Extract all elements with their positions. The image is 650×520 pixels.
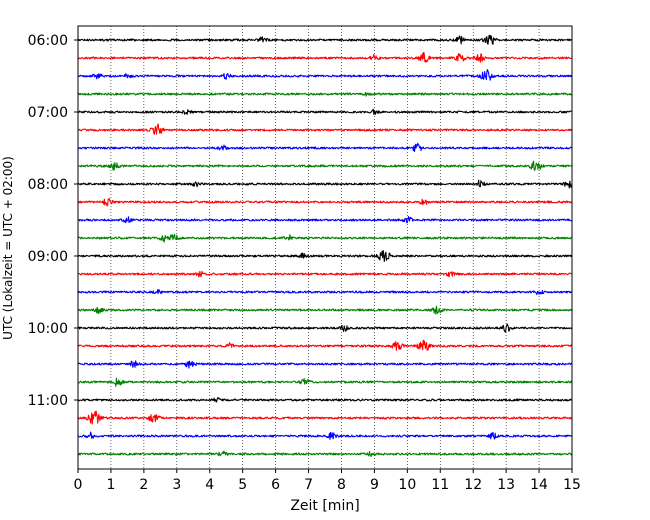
trace-0815 [77,198,573,207]
x-tick-label: 8 [337,477,346,493]
trace-0730 [77,142,573,152]
y-tick-label: 09:00 [28,249,68,265]
x-tick-label: 10 [398,477,416,493]
trace-0800 [77,179,573,189]
trace-0830 [77,216,573,224]
trace-0600 [77,34,573,45]
trace-0930 [77,289,573,296]
trace-1145 [77,450,573,458]
trace-0630 [77,69,573,81]
x-tick-label: 7 [304,477,313,493]
x-tick-label: 4 [205,477,214,493]
x-tick-label: 14 [530,477,548,493]
x-tick-label: 1 [106,477,115,493]
trace-1130 [77,431,573,440]
trace-group [77,34,573,458]
x-tick-label: 6 [271,477,280,493]
y-tick-label: 07:00 [28,105,68,121]
y-axis-label: UTC (Lokalzeit = UTC + 02:00) [1,156,15,340]
trace-1100 [77,397,573,403]
x-tick-label: 2 [139,477,148,493]
y-tick-label: 06:00 [28,33,68,49]
x-tick-label: 3 [172,477,181,493]
trace-0645 [77,91,573,97]
y-tick-label: 10:00 [28,321,68,337]
y-tick-label: 08:00 [28,177,68,193]
trace-0715 [77,123,573,135]
trace-1030 [77,360,573,369]
x-tick-label: 13 [497,477,515,493]
x-axis: 0 1 2 3 4 5 6 7 8 9 10 11 12 13 14 15 [74,469,581,493]
trace-1000 [77,323,573,333]
x-tick-label: 12 [464,477,482,493]
trace-0900 [77,250,573,262]
trace-1015 [77,339,573,351]
trace-0745 [77,160,573,171]
x-axis-label: Zeit [min] [290,498,359,514]
y-axis: 06:00 07:00 08:00 09:00 10:00 11:00 [28,33,78,409]
y-tick-label: 11:00 [28,393,68,409]
x-tick-label: 5 [238,477,247,493]
trace-1115 [77,410,573,425]
x-tick-label: 15 [563,477,581,493]
vertical-grid [110,26,540,469]
trace-0700 [77,108,573,116]
trace-0915 [77,270,573,278]
x-tick-label: 0 [74,477,83,493]
trace-0615 [77,51,573,63]
trace-1045 [77,377,573,387]
plot-frame [77,25,573,470]
x-tick-label: 11 [431,477,449,493]
trace-0945 [77,305,573,315]
trace-0845 [77,233,573,243]
x-tick-label: 9 [370,477,379,493]
